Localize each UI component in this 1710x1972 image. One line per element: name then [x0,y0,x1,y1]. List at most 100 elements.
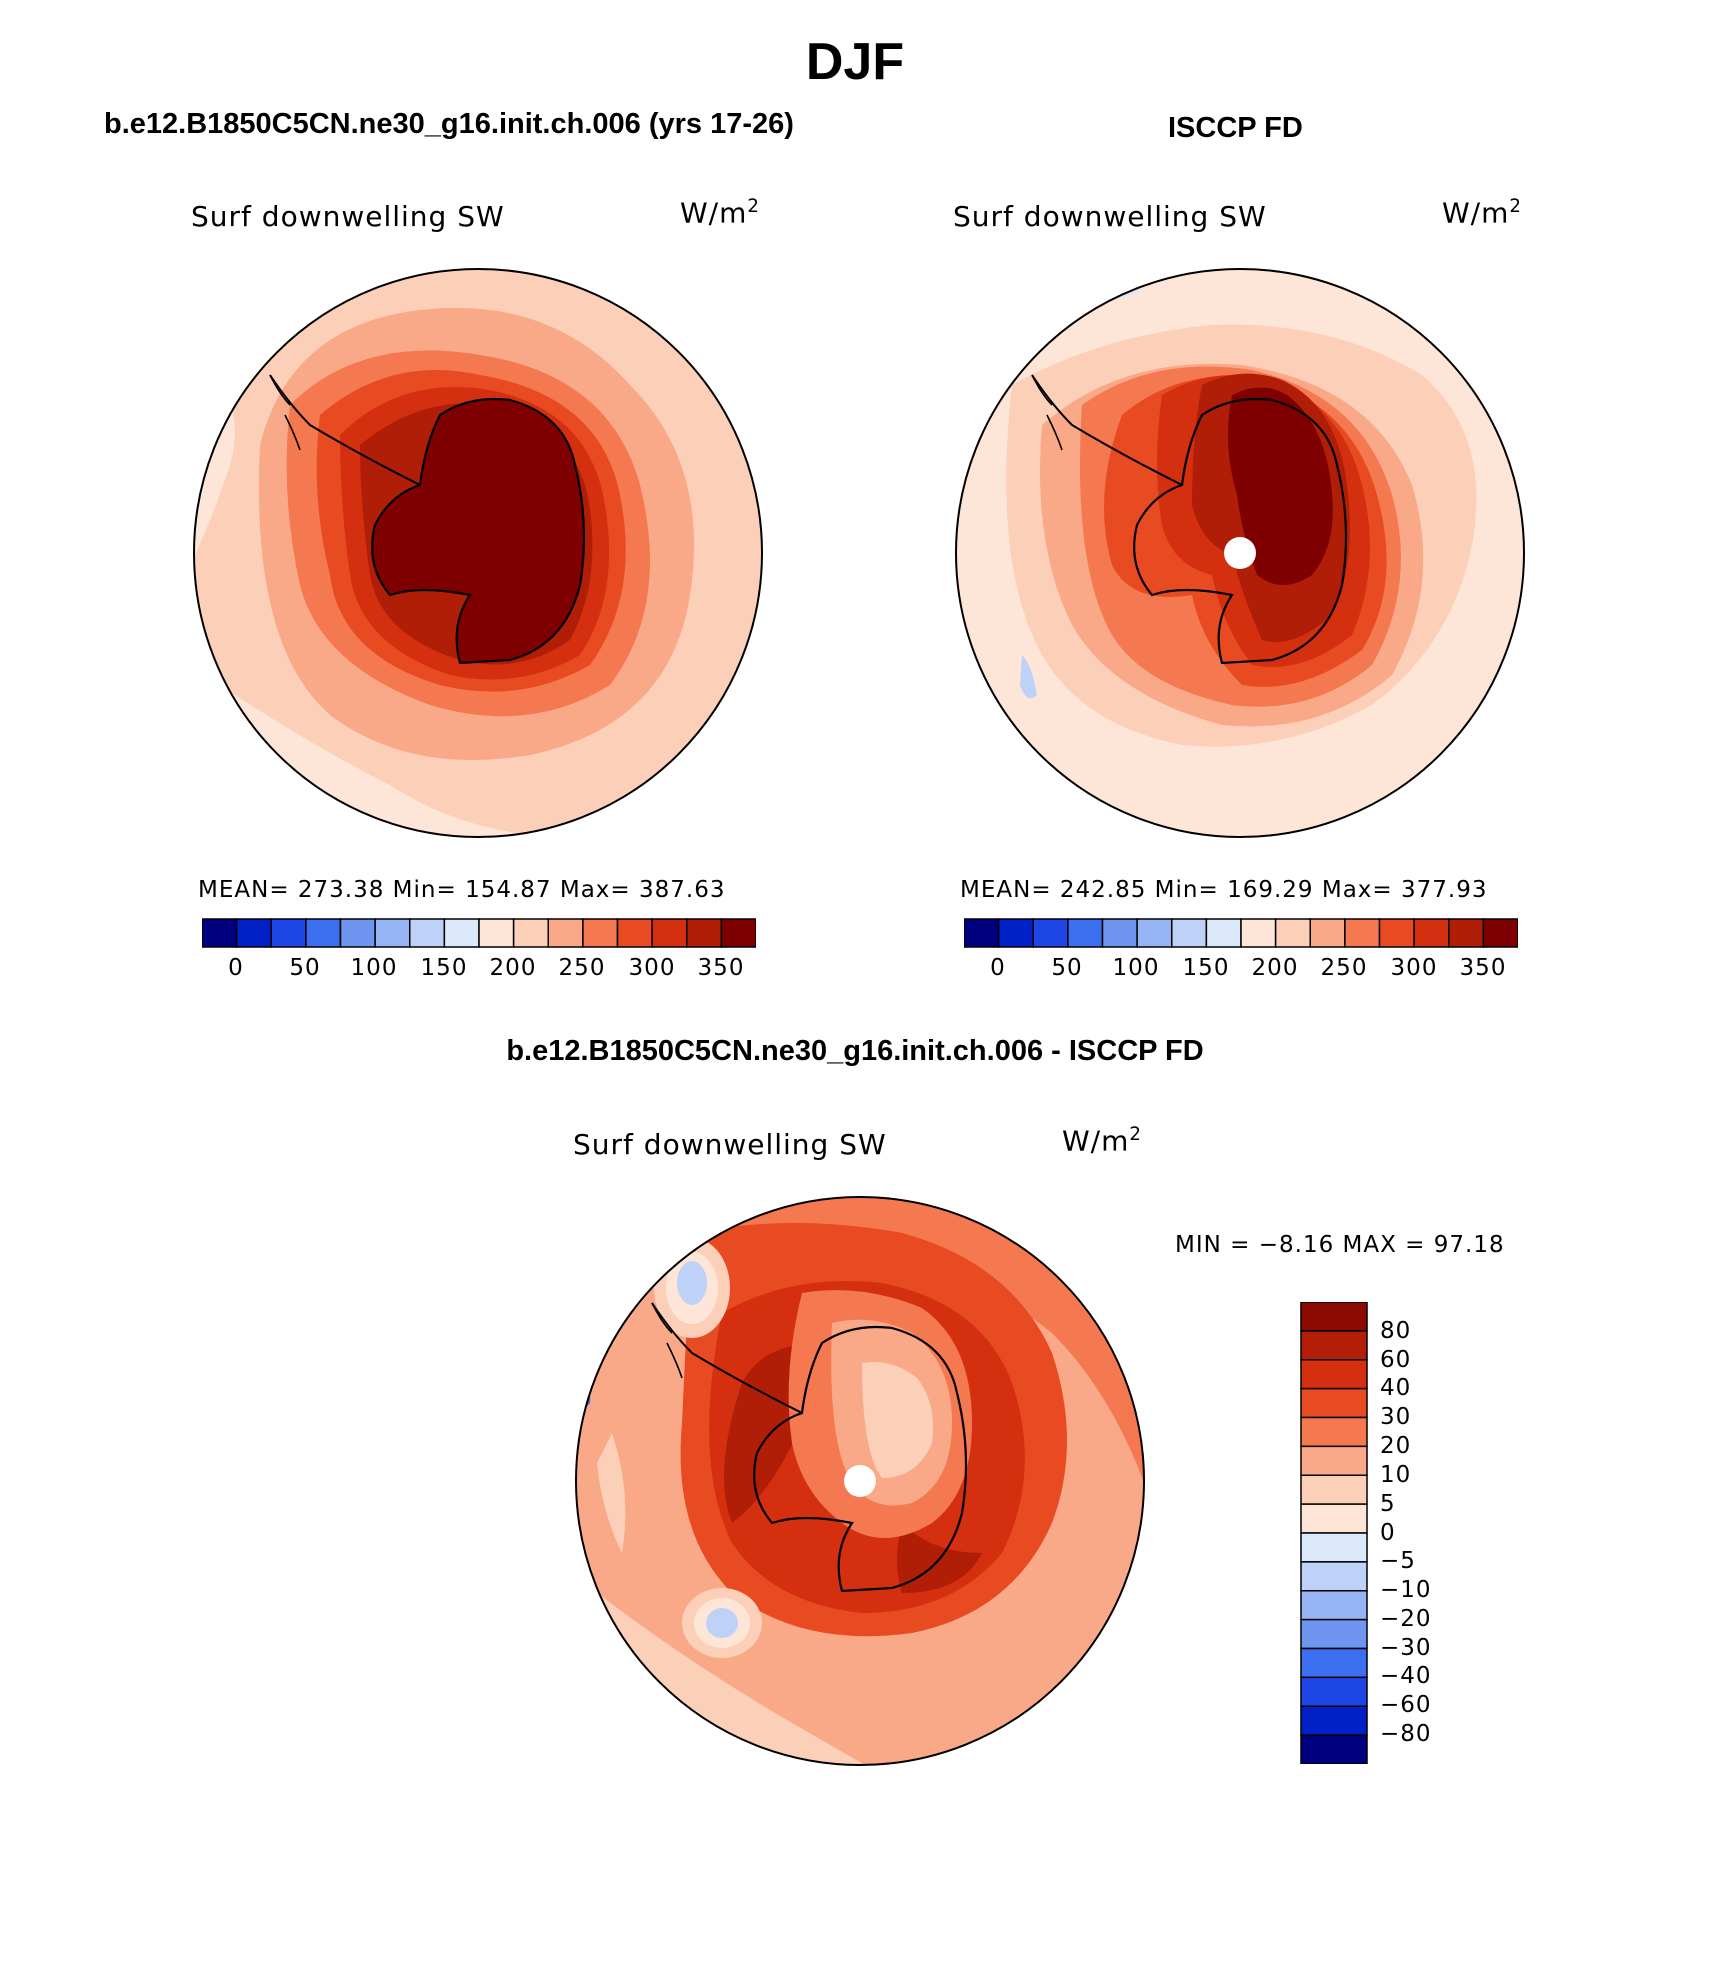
colorbar-tick: −60 [1380,1692,1432,1718]
colorbar-swatch [374,918,411,948]
colorbar-swatch [1300,1705,1368,1736]
colorbar-swatch [1300,1618,1368,1650]
colorbar-swatch [1344,918,1381,948]
colorbar-swatch [1300,1330,1368,1361]
colorbar-swatch [512,918,550,948]
colorbar-tick: 100 [350,955,398,981]
panel-2-colorbar-ticks: 0 50 100 150 200 250 300 350 [964,955,1518,985]
panel-1-stats: MEAN= 273.38 Min= 154.87 Max= 387.63 [198,877,726,903]
panel-2-title: ISCCP FD [1168,112,1303,144]
colorbar-swatch [1300,1590,1368,1621]
colorbar-swatch [1101,918,1138,948]
colorbar-tick: −5 [1380,1548,1416,1574]
colorbar-swatch [1482,918,1518,948]
colorbar-tick: 300 [628,955,676,981]
colorbar-tick: 80 [1380,1318,1412,1344]
colorbar-tick: 5 [1380,1491,1396,1517]
panel-2-variable: Surf downwelling SW [953,200,1267,233]
colorbar-swatch [547,918,584,948]
colorbar-swatch [409,918,446,948]
colorbar-swatch [1448,918,1485,948]
colorbar-swatch [720,918,756,948]
colorbar-swatch [1300,1302,1368,1332]
colorbar-swatch [1136,918,1173,948]
colorbar-tick: 50 [289,955,321,981]
colorbar-tick: 60 [1380,1347,1412,1373]
panel-3-map [575,1196,1145,1766]
colorbar-swatch [1309,918,1346,948]
colorbar-swatch [1300,1474,1368,1505]
figure-title: DJF [805,33,905,91]
colorbar-swatch [202,918,238,948]
colorbar-tick: 30 [1380,1404,1412,1430]
colorbar-tick: 0 [990,955,1006,981]
colorbar-tick: 350 [697,955,745,981]
colorbar-swatch [582,918,619,948]
colorbar-tick: 0 [1380,1520,1396,1546]
colorbar-swatch [1300,1561,1368,1592]
colorbar-tick: 300 [1390,955,1438,981]
panel-1-variable: Surf downwelling SW [191,200,505,233]
colorbar-swatch [616,918,653,948]
panel-3-colorbar [1300,1302,1368,1764]
colorbar-swatch [478,918,515,948]
colorbar-swatch [997,918,1035,948]
colorbar-swatch [1032,918,1069,948]
colorbar-swatch [1300,1503,1368,1534]
colorbar-tick: −30 [1380,1635,1432,1661]
colorbar-swatch [1300,1416,1368,1448]
colorbar-swatch [1240,918,1277,948]
colorbar-swatch [1300,1734,1368,1764]
colorbar-tick: 40 [1380,1375,1412,1401]
colorbar-tick: 200 [489,955,537,981]
colorbar-swatch [339,918,376,948]
panel-3-stats: MIN = −8.16 MAX = 97.18 [1175,1232,1505,1258]
panel-1-units: W/m2 [680,196,760,230]
colorbar-swatch [1300,1532,1368,1563]
colorbar-tick: 150 [420,955,468,981]
colorbar-tick: 10 [1380,1462,1412,1488]
colorbar-swatch [1300,1676,1368,1708]
colorbar-tick: 350 [1459,955,1507,981]
colorbar-swatch [1413,918,1450,948]
colorbar-tick: 20 [1380,1433,1412,1459]
colorbar-tick: −40 [1380,1663,1432,1689]
colorbar-tick: −20 [1380,1606,1432,1632]
colorbar-swatch [651,918,688,948]
colorbar-swatch [686,918,723,948]
colorbar-swatch [1300,1445,1368,1477]
panel-3-variable: Surf downwelling SW [573,1128,887,1161]
panel-1-map [193,268,763,838]
colorbar-swatch [235,918,273,948]
colorbar-tick: 200 [1251,955,1299,981]
panel-3-colorbar-ticks: 80 60 40 30 20 10 5 0 −5 −10 −20 −30 −40… [1380,1302,1460,1764]
panel-2-stats: MEAN= 242.85 Min= 169.29 Max= 377.93 [960,877,1488,903]
colorbar-tick: 0 [228,955,244,981]
colorbar-swatch [1378,918,1415,948]
colorbar-swatch [1171,918,1208,948]
colorbar-swatch [1300,1647,1368,1679]
panel-1-colorbar-ticks: 0 50 100 150 200 250 300 350 [202,955,756,985]
colorbar-tick: 100 [1112,955,1160,981]
colorbar-tick: 50 [1051,955,1083,981]
colorbar-swatch [1300,1359,1368,1390]
colorbar-swatch [270,918,307,948]
colorbar-tick: 250 [558,955,606,981]
colorbar-swatch [1067,918,1104,948]
colorbar-swatch [1300,1387,1368,1419]
panel-2-map [955,268,1525,838]
colorbar-swatch [305,918,342,948]
panel-2-colorbar [964,918,1518,948]
panel-2-units: W/m2 [1442,196,1522,230]
panel-3-title: b.e12.B1850C5CN.ne30_g16.init.ch.006 - I… [506,1035,1204,1067]
colorbar-tick: −10 [1380,1577,1432,1603]
colorbar-swatch [964,918,1000,948]
colorbar-tick: −80 [1380,1721,1432,1747]
colorbar-swatch [1205,918,1242,948]
colorbar-tick: 150 [1182,955,1230,981]
panel-1-colorbar [202,918,756,948]
colorbar-tick: 250 [1320,955,1368,981]
colorbar-swatch [1274,918,1312,948]
panel-1-title: b.e12.B1850C5CN.ne30_g16.init.ch.006 (yr… [104,108,794,140]
colorbar-swatch [443,918,480,948]
